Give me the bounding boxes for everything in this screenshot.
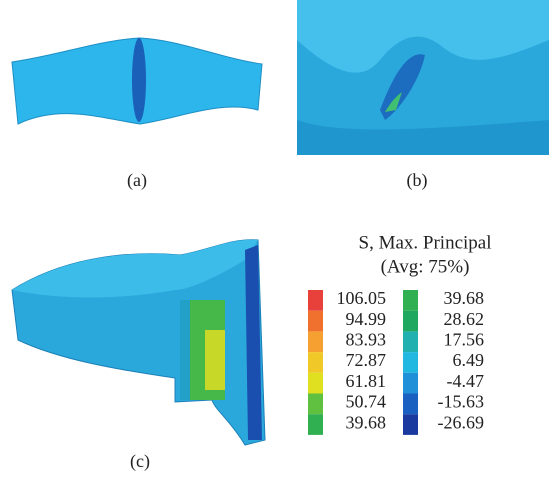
legend-swatch: [403, 373, 418, 394]
legend-value: 106.05: [337, 288, 387, 308]
panel-a-image: [12, 38, 262, 124]
legend-swatch: [403, 352, 418, 373]
legend-swatch: [403, 290, 418, 311]
legend-subtitle: (Avg: 75%): [381, 256, 470, 277]
legend-value: 61.81: [346, 371, 387, 391]
figure: (a) (b) (c) S, Max. Principal (Avg: 75%)…: [0, 0, 549, 473]
legend-swatch: [403, 394, 418, 415]
legend-value: -4.47: [447, 371, 485, 391]
legend-swatch: [308, 290, 323, 311]
legend-swatch: [403, 331, 418, 352]
legend-value: 17.56: [444, 330, 485, 350]
legend-value: -26.69: [438, 412, 485, 432]
legend-value: 28.62: [444, 309, 485, 329]
panel-label: (b): [407, 170, 428, 191]
legend-value: 94.99: [346, 309, 387, 329]
legend-value: 72.87: [346, 350, 387, 370]
legend-value: 39.68: [444, 288, 485, 308]
legend-value: 50.74: [346, 392, 387, 412]
legend-value: 83.93: [346, 330, 387, 350]
panel-label: (c): [130, 451, 150, 472]
legend-swatch: [308, 373, 323, 394]
legend-swatch: [403, 311, 418, 332]
legend-value: -15.63: [438, 392, 485, 412]
legend-swatch: [308, 414, 323, 435]
legend-swatch: [308, 311, 323, 332]
panel-label: (a): [127, 170, 147, 191]
panel-c-image: [12, 240, 265, 445]
legend-swatch: [403, 414, 418, 435]
panel-b-image: [297, 0, 549, 155]
legend-swatch: [308, 352, 323, 373]
legend-swatch: [308, 394, 323, 415]
legend-value: 6.49: [453, 350, 485, 370]
legend-swatch: [308, 331, 323, 352]
legend-title: S, Max. Principal: [359, 232, 492, 253]
legend-value: 39.68: [346, 412, 387, 432]
